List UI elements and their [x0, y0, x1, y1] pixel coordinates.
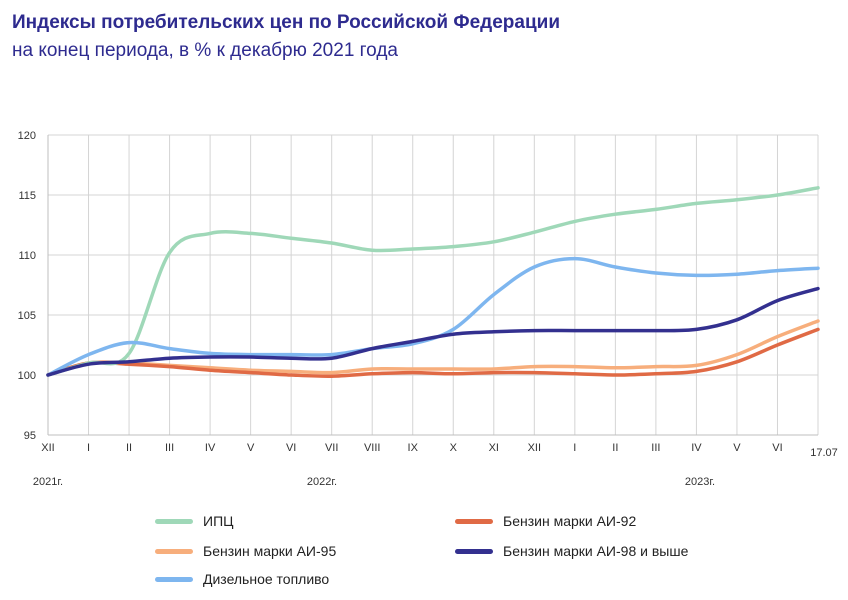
x-tick-label: II — [612, 442, 618, 454]
y-tick-label: 100 — [18, 370, 36, 382]
x-tick-label: VII — [325, 442, 338, 454]
x-tick-label: II — [126, 442, 132, 454]
y-tick-label: 115 — [18, 190, 36, 202]
year-label: 2021г. — [33, 476, 63, 488]
x-tick-label: VI — [286, 442, 296, 454]
x-tick-label: X — [450, 442, 458, 454]
series-line-ai92 — [46, 327, 820, 378]
y-tick-label: 110 — [18, 250, 36, 262]
x-tick-label: IV — [691, 442, 702, 454]
x-tick-label: XI — [489, 442, 499, 454]
y-tick-label: 120 — [18, 130, 36, 142]
chart-title: Индексы потребительских цен по Российско… — [12, 12, 560, 33]
x-tick-label: V — [247, 442, 255, 454]
x-tick-label: I — [87, 442, 90, 454]
x-tick-label: XII — [528, 442, 541, 454]
series-line-cpi — [46, 186, 820, 377]
x-tick-label: III — [165, 442, 174, 454]
x-tick-label: III — [651, 442, 660, 454]
year-label: 2023г. — [685, 476, 715, 488]
year-label: 2022г. — [307, 476, 337, 488]
y-tick-label: 105 — [18, 310, 36, 322]
x-tick-label: I — [573, 442, 576, 454]
x-tick-label: VI — [772, 442, 782, 454]
chart-subtitle: на конец периода, в % к декабрю 2021 год… — [12, 40, 398, 61]
series-line-ai98 — [46, 286, 820, 377]
y-tick-label: 95 — [24, 430, 36, 442]
x-tick-label: XII — [41, 442, 54, 454]
x-tick-label: V — [733, 442, 741, 454]
x-tick-label: 17.07 — [810, 447, 838, 459]
x-tick-label: IX — [408, 442, 419, 454]
x-tick-label: IV — [205, 442, 216, 454]
x-tick-label: VIII — [364, 442, 381, 454]
